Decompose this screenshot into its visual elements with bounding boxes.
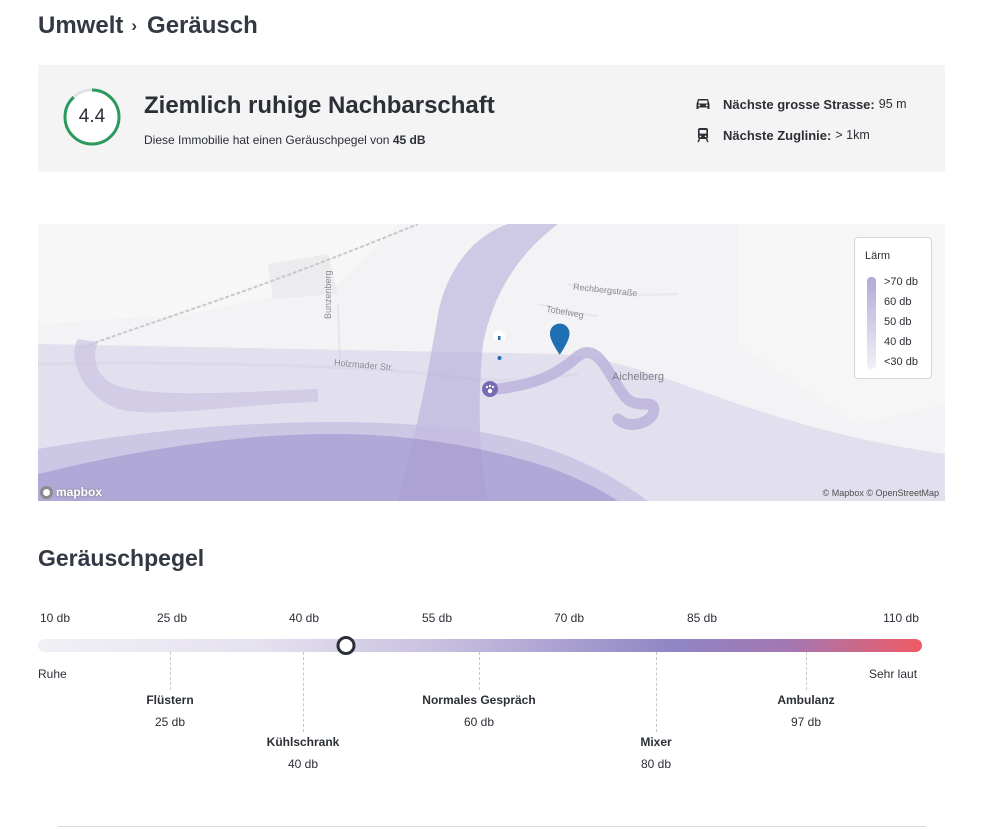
scale-tick: 85 db — [686, 611, 718, 625]
mapbox-logo-icon — [40, 485, 53, 499]
noise-score-value: 4.4 — [78, 106, 106, 127]
scale-low-label: Ruhe — [38, 667, 67, 681]
noise-scale-bar — [38, 639, 922, 652]
legend-gradient — [867, 277, 876, 369]
nearest-street-value: 95 m — [878, 97, 907, 111]
legend-item: 60 db — [884, 296, 912, 308]
legend-title: Lärm — [865, 250, 891, 262]
map-place-label: Aichelberg — [612, 371, 664, 383]
car-icon — [696, 99, 710, 109]
nearest-rail-fact: Nächste Zuglinie: > 1km — [695, 124, 907, 146]
legend-item: <30 db — [884, 356, 918, 368]
nearest-rail-value: > 1km — [835, 128, 870, 142]
legend-item: 40 db — [884, 336, 912, 348]
reference-name: Flüstern — [146, 693, 194, 707]
noise-scale-title: Geräuschpegel — [38, 545, 205, 571]
reference-marker-line — [303, 652, 304, 732]
reference-value: 80 db — [640, 757, 672, 771]
noise-summary-card: 4.4 Ziemlich ruhige Nachbarschaft Diese … — [38, 65, 945, 172]
section-divider — [58, 826, 926, 827]
mapbox-logo-text: mapbox — [56, 485, 103, 499]
nearest-street-label: Nächste grosse Strasse: — [723, 96, 875, 112]
map-canvas — [38, 224, 945, 501]
scale-tick: 40 db — [288, 611, 320, 625]
home-marker-icon[interactable] — [493, 323, 570, 360]
nearest-street-fact: Nächste grosse Strasse: 95 m — [695, 93, 907, 115]
legend-item: >70 db — [884, 276, 918, 288]
reference-name: Mixer — [640, 735, 672, 749]
scale-high-label: Sehr laut — [869, 667, 918, 681]
noise-map[interactable]: Rechbergstraße Tobelweg Bunzenberg Holzm… — [38, 224, 945, 501]
nearest-rail-label: Nächste Zuglinie: — [723, 127, 832, 143]
breadcrumb: Umwelt › Geräusch — [38, 12, 258, 40]
reference-name: Ambulanz — [777, 693, 835, 707]
summary-subtitle: Diese Immobilie hat einen Geräuschpegel … — [144, 133, 426, 147]
reference-value: 40 db — [287, 757, 319, 771]
reference-marker-line — [806, 652, 807, 690]
reference-marker-line — [479, 652, 480, 690]
map-attribution[interactable]: © Mapbox © OpenStreetMap — [822, 488, 939, 498]
summary-subtitle-text: Diese Immobilie hat einen Geräuschpegel … — [144, 133, 390, 147]
noise-legend: Lärm >70 db 60 db 50 db 40 db <30 db — [854, 237, 932, 379]
reference-value: 60 db — [463, 715, 495, 729]
mapbox-logo[interactable]: mapbox — [40, 485, 102, 499]
scale-tick: 10 db — [39, 611, 71, 625]
current-level-indicator — [336, 636, 356, 655]
scale-tick: 55 db — [421, 611, 453, 625]
score-ring-icon — [63, 88, 121, 146]
reference-name: Kühlschrank — [266, 735, 340, 749]
scale-tick: 25 db — [156, 611, 188, 625]
map-street-label: Bunzenberg — [323, 270, 333, 319]
reference-marker-line — [170, 652, 171, 690]
scale-tick: 110 db — [883, 611, 919, 625]
summary-title: Ziemlich ruhige Nachbarschaft — [144, 92, 495, 119]
reference-marker-line — [656, 652, 657, 732]
scale-tick: 70 db — [553, 611, 585, 625]
train-icon — [697, 128, 709, 143]
noise-score-badge: 4.4 — [60, 85, 124, 149]
breadcrumb-parent-link[interactable]: Umwelt — [38, 12, 124, 39]
summary-noise-db: 45 dB — [392, 133, 426, 147]
reference-value: 97 db — [790, 715, 822, 729]
breadcrumb-separator: › — [131, 16, 138, 35]
legend-item: 50 db — [884, 316, 912, 328]
reference-name: Normales Gespräch — [422, 693, 536, 707]
pet-marker-icon[interactable] — [482, 381, 498, 397]
proximity-facts: Nächste grosse Strasse: 95 m Nächste Zug… — [695, 93, 907, 155]
reference-value: 25 db — [154, 715, 186, 729]
page-title: Geräusch — [147, 12, 258, 39]
